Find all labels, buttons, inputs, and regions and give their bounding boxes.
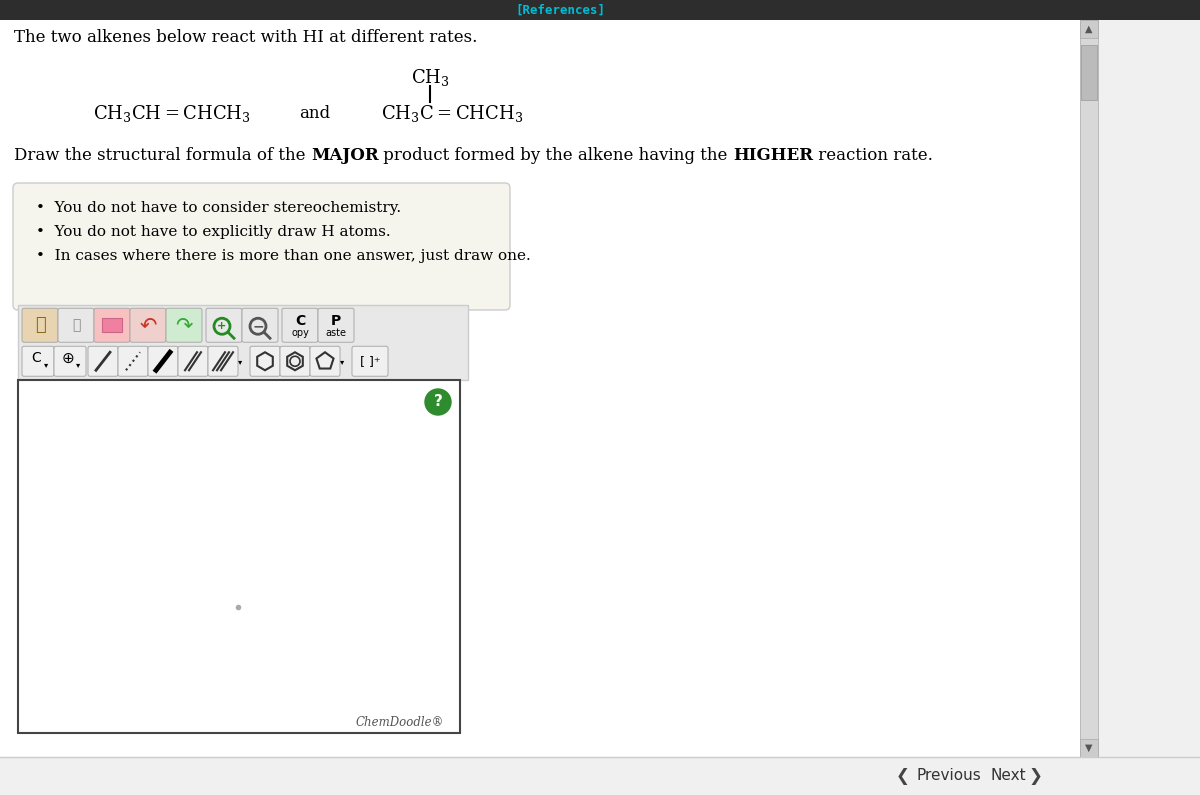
FancyBboxPatch shape [18, 305, 468, 380]
FancyBboxPatch shape [58, 308, 94, 343]
FancyBboxPatch shape [178, 347, 208, 376]
Text: ▾: ▾ [76, 360, 80, 369]
FancyBboxPatch shape [148, 347, 178, 376]
Text: ↷: ↷ [175, 316, 193, 335]
FancyBboxPatch shape [318, 308, 354, 343]
Text: −: − [252, 320, 264, 333]
Text: product formed by the alkene having the: product formed by the alkene having the [378, 146, 733, 164]
FancyBboxPatch shape [0, 20, 1080, 757]
FancyBboxPatch shape [22, 308, 58, 343]
Text: C: C [31, 351, 41, 365]
FancyBboxPatch shape [1081, 45, 1097, 100]
Text: Next: Next [990, 769, 1026, 784]
FancyBboxPatch shape [282, 308, 318, 343]
FancyBboxPatch shape [13, 183, 510, 310]
FancyBboxPatch shape [18, 380, 460, 733]
Text: [ ]⁺: [ ]⁺ [360, 355, 380, 368]
FancyBboxPatch shape [1080, 20, 1098, 38]
Text: The two alkenes below react with HI at different rates.: The two alkenes below react with HI at d… [14, 29, 478, 45]
Text: ▲: ▲ [1085, 24, 1093, 34]
Text: Previous: Previous [916, 769, 980, 784]
FancyBboxPatch shape [54, 347, 86, 376]
Text: ▼: ▼ [1085, 743, 1093, 753]
Text: 🖐: 🖐 [35, 316, 46, 334]
Text: opy: opy [292, 328, 308, 338]
Text: MAJOR: MAJOR [311, 146, 378, 164]
Text: Draw the structural formula of the: Draw the structural formula of the [14, 146, 311, 164]
Text: P: P [331, 314, 341, 328]
FancyBboxPatch shape [130, 308, 166, 343]
FancyBboxPatch shape [166, 308, 202, 343]
Text: ⊕: ⊕ [61, 351, 74, 366]
Text: $\mathregular{CH_3CH{=}CHCH_3}$: $\mathregular{CH_3CH{=}CHCH_3}$ [94, 103, 251, 123]
Text: ❯: ❯ [1028, 767, 1042, 785]
Text: aste: aste [325, 328, 347, 338]
FancyBboxPatch shape [94, 308, 130, 343]
Circle shape [425, 389, 451, 415]
Text: $\mathregular{CH_3C{=}CHCH_3}$: $\mathregular{CH_3C{=}CHCH_3}$ [380, 103, 523, 123]
FancyBboxPatch shape [22, 347, 54, 376]
Text: C: C [295, 314, 305, 328]
Text: ?: ? [433, 394, 443, 409]
Text: •  You do not have to explicitly draw H atoms.: • You do not have to explicitly draw H a… [36, 225, 391, 239]
FancyBboxPatch shape [206, 308, 242, 343]
Text: ▾: ▾ [340, 357, 344, 366]
Text: 🧴: 🧴 [72, 318, 80, 332]
FancyBboxPatch shape [1080, 739, 1098, 757]
FancyBboxPatch shape [0, 0, 1200, 20]
FancyBboxPatch shape [88, 347, 118, 376]
Polygon shape [102, 318, 122, 332]
FancyBboxPatch shape [280, 347, 310, 376]
Text: ChemDoodle®: ChemDoodle® [356, 716, 444, 730]
Text: •  In cases where there is more than one answer, just draw one.: • In cases where there is more than one … [36, 249, 530, 263]
Text: ▾: ▾ [44, 360, 48, 369]
Text: HIGHER: HIGHER [733, 146, 814, 164]
Text: ❮: ❮ [896, 767, 910, 785]
FancyBboxPatch shape [352, 347, 388, 376]
FancyBboxPatch shape [118, 347, 148, 376]
FancyBboxPatch shape [1080, 20, 1098, 757]
FancyBboxPatch shape [208, 347, 238, 376]
FancyBboxPatch shape [0, 757, 1200, 795]
Text: [References]: [References] [515, 3, 605, 17]
FancyBboxPatch shape [242, 308, 278, 343]
Text: •  You do not have to consider stereochemistry.: • You do not have to consider stereochem… [36, 201, 401, 215]
Text: reaction rate.: reaction rate. [814, 146, 932, 164]
FancyBboxPatch shape [310, 347, 340, 376]
Text: ▾: ▾ [238, 357, 242, 366]
Text: $\mathregular{CH_3}$: $\mathregular{CH_3}$ [410, 67, 449, 87]
Text: +: + [217, 321, 227, 332]
Text: and: and [300, 104, 330, 122]
FancyBboxPatch shape [250, 347, 280, 376]
Text: ↶: ↶ [139, 316, 157, 335]
